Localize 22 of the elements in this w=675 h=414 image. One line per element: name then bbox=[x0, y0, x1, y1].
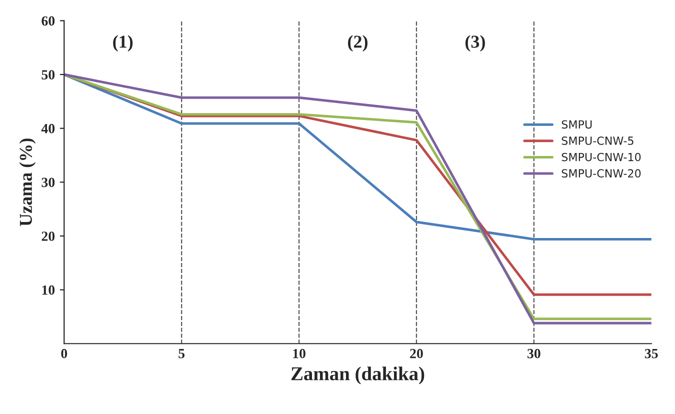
x-tick-label: 0 bbox=[61, 348, 68, 358]
x-tick-label: 20 bbox=[410, 348, 423, 358]
y-tick-label: 40 bbox=[41, 124, 55, 134]
legend-label: SMPU-CNW-5 bbox=[562, 136, 634, 145]
legend-label: SMPU-CNW-20 bbox=[562, 169, 641, 178]
y-tick-label: 60 bbox=[42, 16, 55, 26]
y-tick-label: 20 bbox=[42, 232, 55, 241]
y-tick-label: 50 bbox=[42, 70, 55, 80]
y-tick-label: 30 bbox=[42, 178, 55, 188]
annotation: (3) bbox=[465, 35, 485, 52]
x-axis-title: Zaman (dakika) bbox=[291, 366, 424, 384]
annotation: (1) bbox=[113, 35, 133, 52]
annotation: (2) bbox=[348, 35, 368, 52]
x-tick-label: 35 bbox=[644, 348, 658, 358]
x-tick-label: 5 bbox=[178, 349, 185, 358]
x-tick-label: 10 bbox=[293, 348, 306, 358]
y-tick-label: 10 bbox=[42, 285, 55, 295]
legend-label: SMPU-CNW-10 bbox=[562, 152, 641, 162]
x-tick-label: 30 bbox=[528, 348, 540, 358]
y-axis-title: Uzama (%) bbox=[19, 138, 36, 226]
legend-label: SMPU bbox=[562, 120, 592, 129]
line-series bbox=[64, 73, 652, 240]
